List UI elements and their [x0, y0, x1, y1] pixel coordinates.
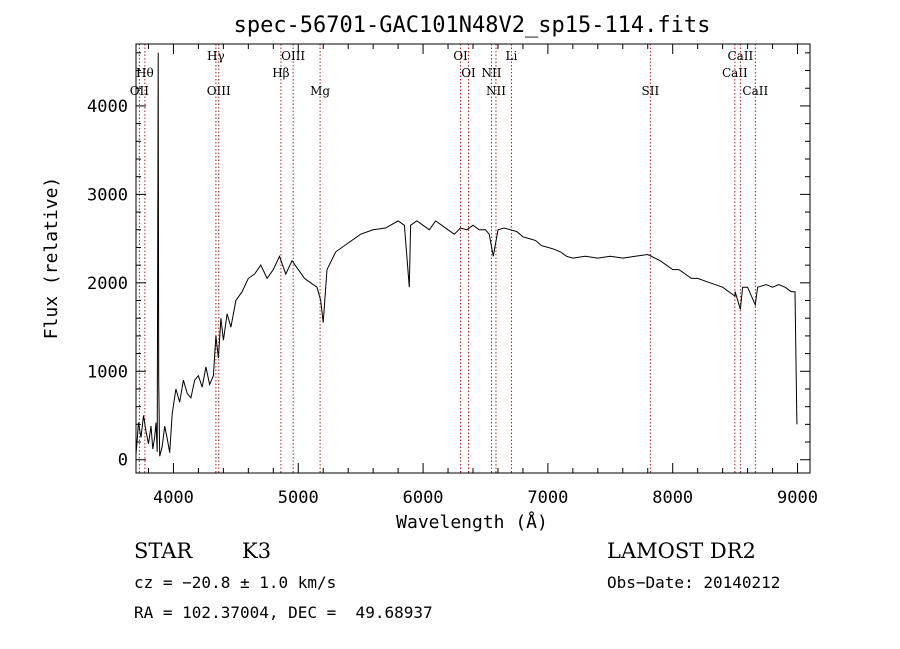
- redshift-velocity: cz = −20.8 ± 1.0 km/s: [134, 573, 337, 592]
- x-tick-label: 9000: [777, 488, 818, 508]
- plot-frame: [135, 43, 811, 474]
- spectral-line-label: Li: [506, 49, 518, 63]
- spectrum-chart: spec-56701-GAC101N48V2_sp15-114.fits Hθ O…: [41, 13, 818, 533]
- x-tick-label: 4000: [153, 488, 194, 508]
- y-tick-label: 4000: [87, 97, 128, 117]
- spectral-line-label: CaII: [727, 49, 753, 63]
- spectral-line-label: CaII: [722, 66, 748, 80]
- spectral-line-label: CaII: [742, 84, 768, 98]
- spectral-line-label: Hγ: [207, 49, 225, 63]
- y-tick-label: 3000: [87, 185, 128, 205]
- spectral-line-label: OIII: [207, 84, 231, 98]
- object-subclass: K3: [242, 539, 272, 563]
- chart-title: spec-56701-GAC101N48V2_sp15-114.fits: [234, 13, 711, 38]
- spectral-line-label: NII: [486, 84, 506, 98]
- x-axis-ticks: 4000 5000 6000 7000 8000 9000: [147, 44, 818, 508]
- spectral-line-label: Hβ: [272, 66, 289, 80]
- spectral-line-label: OIII: [281, 49, 305, 63]
- y-axis-ticks: 0 1000 2000 3000 4000: [87, 52, 810, 471]
- spectrum-line: [135, 52, 798, 457]
- y-tick-label: 1000: [87, 362, 128, 382]
- spectral-line-label: OII: [130, 84, 150, 98]
- spectral-line-label: OI: [461, 66, 476, 80]
- object-class: STAR: [134, 539, 193, 563]
- spectral-line-label: OI: [453, 49, 468, 63]
- observation-date: Obs−Date: 20140212: [607, 573, 781, 592]
- survey-name: LAMOST DR2: [607, 539, 756, 563]
- line-markers: Hθ OII Hγ OIII Hβ OIII Mg OI OI NII NII Li SII CaII Ca…: [130, 44, 768, 473]
- x-axis-label: Wavelength (Å): [396, 511, 548, 533]
- spectral-line-label: Mg: [310, 84, 330, 98]
- x-tick-label: 6000: [403, 488, 444, 508]
- spectral-line-label: Hθ: [136, 66, 154, 80]
- y-axis-label: Flux (relative): [41, 177, 62, 340]
- spectral-line-label: SII: [642, 84, 660, 98]
- y-tick-label: 0: [118, 451, 128, 471]
- spectral-line-label: NII: [481, 66, 501, 80]
- x-tick-label: 5000: [278, 488, 319, 508]
- y-tick-label: 2000: [87, 274, 128, 294]
- coordinates: RA = 102.37004, DEC = 49.68937: [134, 603, 433, 622]
- x-tick-label: 8000: [652, 488, 693, 508]
- x-tick-label: 7000: [527, 488, 568, 508]
